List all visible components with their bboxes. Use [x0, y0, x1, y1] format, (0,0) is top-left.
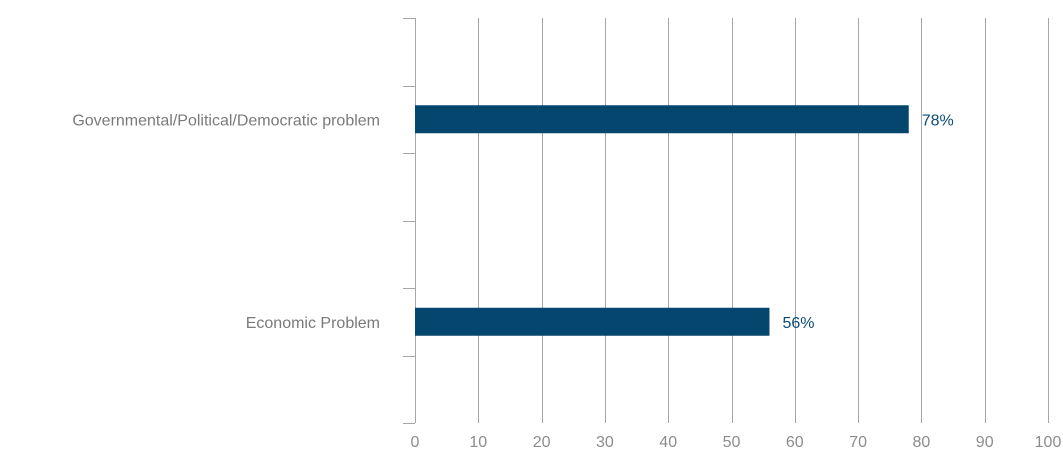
category-label-0: Governmental/Political/Democratic proble… — [72, 112, 380, 129]
x-tick-label-80: 80 — [913, 434, 931, 451]
x-tick-label-40: 40 — [659, 434, 677, 451]
labels-layer: 0 10 20 30 40 50 60 70 80 90 100 Governmental/Polit… — [72, 112, 1061, 451]
x-tick-label-70: 70 — [849, 434, 867, 451]
data-label-0: 78% — [922, 112, 954, 129]
x-tick-label-100: 100 — [1035, 434, 1062, 451]
bar-1 — [415, 307, 770, 336]
x-tick-label-60: 60 — [786, 434, 804, 451]
bars-layer — [415, 105, 909, 336]
x-tick-label-0: 0 — [411, 434, 420, 451]
x-tick-label-90: 90 — [976, 434, 994, 451]
y-axis — [403, 18, 416, 424]
bar-0 — [415, 105, 909, 134]
grid-layer — [478, 18, 1049, 423]
x-tick-label-30: 30 — [596, 434, 614, 451]
x-tick-label-20: 20 — [533, 434, 551, 451]
x-tick-label-50: 50 — [723, 434, 741, 451]
data-label-1: 56% — [782, 315, 814, 332]
category-label-1: Economic Problem — [246, 315, 380, 332]
x-tick-label-10: 10 — [469, 434, 487, 451]
